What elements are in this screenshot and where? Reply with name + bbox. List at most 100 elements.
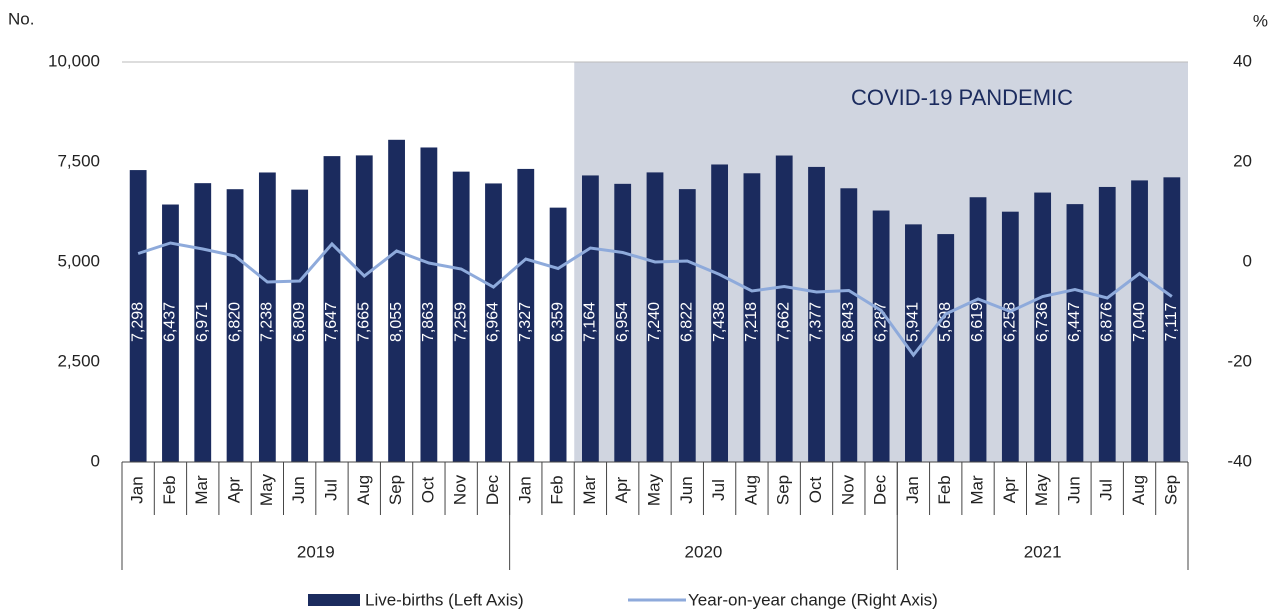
value-label: 6,809 bbox=[291, 302, 308, 342]
value-label: 6,619 bbox=[969, 302, 986, 342]
bar bbox=[452, 171, 470, 462]
x-tick-label: Feb bbox=[160, 475, 179, 504]
x-tick-label: Jun bbox=[677, 476, 696, 503]
x-tick-label: Jul bbox=[321, 479, 340, 501]
bar bbox=[775, 155, 793, 462]
bar bbox=[549, 207, 567, 462]
x-tick-label: Apr bbox=[225, 476, 244, 503]
bar bbox=[840, 188, 858, 462]
value-label: 6,287 bbox=[872, 302, 889, 342]
value-label: 6,971 bbox=[194, 302, 211, 342]
value-label: 6,843 bbox=[840, 302, 857, 342]
value-label: 7,240 bbox=[646, 302, 663, 342]
x-tick-label: Sep bbox=[774, 475, 793, 505]
bar bbox=[743, 173, 761, 462]
x-tick-label: May bbox=[257, 473, 276, 506]
bar bbox=[162, 204, 179, 462]
y2-tick-label: -20 bbox=[1227, 351, 1252, 370]
y-tick-label: 10,000 bbox=[48, 51, 100, 70]
value-label: 6,437 bbox=[162, 302, 179, 342]
legend-label: Year-on-year change (Right Axis) bbox=[688, 590, 938, 609]
bar bbox=[1066, 204, 1084, 462]
bar bbox=[291, 189, 309, 462]
x-tick-label: Mar bbox=[968, 475, 987, 505]
x-tick-label: Jun bbox=[1064, 476, 1083, 503]
bar bbox=[355, 155, 373, 462]
value-label: 7,665 bbox=[355, 302, 372, 342]
value-label: 7,863 bbox=[420, 302, 437, 342]
value-label: 6,820 bbox=[226, 302, 243, 342]
y2-tick-label: -40 bbox=[1227, 451, 1252, 470]
x-tick-label: Jul bbox=[1097, 479, 1116, 501]
y2-unit: % bbox=[1253, 11, 1268, 30]
x-tick-label: Jan bbox=[128, 476, 147, 503]
bar bbox=[711, 164, 729, 463]
x-tick-label: Oct bbox=[806, 477, 825, 504]
y-unit: No. bbox=[8, 9, 34, 28]
bar bbox=[1131, 180, 1148, 462]
y-tick-label: 2,500 bbox=[57, 351, 100, 370]
x-tick-label: Sep bbox=[1161, 475, 1180, 505]
bar bbox=[323, 156, 341, 462]
x-tick-label: Feb bbox=[548, 475, 567, 504]
bar bbox=[646, 172, 664, 462]
value-label: 7,298 bbox=[129, 302, 146, 342]
x-tick-label: Aug bbox=[354, 475, 373, 505]
y2-tick-label: 40 bbox=[1233, 51, 1252, 70]
bar bbox=[1098, 186, 1116, 462]
y2-tick-label: 20 bbox=[1233, 151, 1252, 170]
value-label: 6,964 bbox=[485, 302, 502, 342]
x-tick-label: May bbox=[1032, 473, 1051, 506]
x-tick-label: Apr bbox=[612, 476, 631, 503]
bar bbox=[129, 170, 147, 462]
x-tick-label: Nov bbox=[451, 474, 470, 505]
value-label: 7,218 bbox=[743, 302, 760, 342]
value-label: 7,238 bbox=[259, 302, 276, 342]
bar bbox=[1034, 192, 1052, 462]
value-label: 7,040 bbox=[1131, 302, 1148, 342]
x-tick-label: May bbox=[644, 473, 663, 506]
value-label: 7,117 bbox=[1163, 302, 1180, 341]
y-tick-label: 0 bbox=[91, 451, 100, 470]
value-label: 8,055 bbox=[388, 302, 405, 342]
value-label: 6,447 bbox=[1066, 302, 1083, 342]
x-tick-label: Jun bbox=[289, 476, 308, 503]
value-label: 6,876 bbox=[1098, 302, 1115, 342]
x-tick-label: Aug bbox=[1129, 475, 1148, 505]
x-tick-label: Feb bbox=[935, 475, 954, 504]
line bbox=[137, 241, 1173, 358]
value-label: 6,359 bbox=[549, 302, 566, 342]
bar bbox=[872, 210, 890, 462]
bar bbox=[485, 183, 502, 462]
x-tick-label: Mar bbox=[192, 475, 211, 505]
y-tick-label: 5,000 bbox=[57, 251, 100, 270]
group-label: 2019 bbox=[297, 542, 335, 561]
value-label: 7,327 bbox=[517, 302, 534, 342]
x-tick-label: Sep bbox=[386, 475, 405, 505]
group-label: 2020 bbox=[685, 542, 723, 561]
value-label: 6,954 bbox=[614, 302, 631, 342]
x-tick-label: Aug bbox=[741, 475, 760, 505]
annotation: COVID-19 PANDEMIC bbox=[851, 85, 1073, 110]
x-tick-label: Apr bbox=[1000, 476, 1019, 503]
value-label: 5,941 bbox=[905, 302, 922, 342]
x-tick-label: Dec bbox=[483, 474, 502, 505]
bar bbox=[517, 168, 535, 463]
y-tick-label: 7,500 bbox=[57, 151, 100, 170]
bar bbox=[937, 234, 955, 462]
bar bbox=[226, 189, 244, 462]
value-label: 6,822 bbox=[679, 302, 696, 342]
value-label: 7,438 bbox=[711, 302, 728, 342]
x-tick-label: Jan bbox=[903, 476, 922, 503]
value-label: 7,647 bbox=[323, 302, 340, 342]
bar bbox=[808, 166, 825, 463]
bar bbox=[1001, 211, 1019, 462]
value-label: 7,377 bbox=[808, 302, 825, 342]
value-label: 7,259 bbox=[452, 302, 469, 342]
bar bbox=[678, 189, 696, 462]
value-label: 6,736 bbox=[1034, 302, 1051, 342]
value-label: 7,164 bbox=[582, 302, 599, 342]
x-tick-label: Nov bbox=[838, 474, 857, 505]
value-label: 7,662 bbox=[775, 302, 792, 342]
